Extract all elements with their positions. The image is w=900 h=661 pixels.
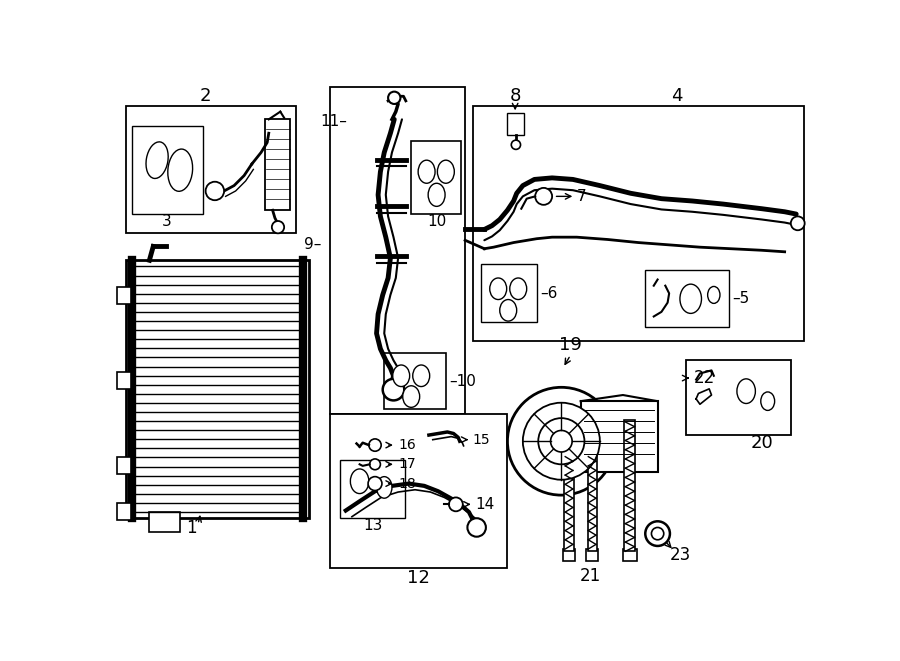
Circle shape bbox=[449, 498, 463, 512]
Bar bbox=[131, 126, 203, 214]
Bar bbox=[481, 264, 536, 322]
Bar bbox=[117, 288, 130, 304]
Circle shape bbox=[369, 439, 382, 451]
Bar bbox=[330, 87, 465, 414]
Bar bbox=[384, 353, 446, 409]
Text: 10: 10 bbox=[427, 214, 446, 229]
Ellipse shape bbox=[418, 160, 435, 183]
Bar bbox=[117, 457, 130, 473]
Circle shape bbox=[370, 459, 381, 470]
Circle shape bbox=[467, 518, 486, 537]
Bar bbox=[126, 260, 309, 518]
Text: 18: 18 bbox=[398, 477, 416, 490]
Bar bbox=[580, 401, 658, 472]
Circle shape bbox=[791, 216, 805, 230]
Bar bbox=[265, 120, 291, 210]
Text: –10: –10 bbox=[450, 373, 477, 389]
Bar bbox=[644, 270, 729, 327]
Ellipse shape bbox=[500, 299, 517, 321]
Bar bbox=[588, 455, 597, 551]
Bar bbox=[126, 106, 296, 233]
Circle shape bbox=[538, 418, 584, 464]
Circle shape bbox=[272, 221, 284, 233]
Bar bbox=[149, 512, 180, 532]
Circle shape bbox=[368, 477, 382, 490]
Ellipse shape bbox=[437, 160, 454, 183]
Ellipse shape bbox=[392, 365, 410, 387]
Bar bbox=[411, 141, 461, 214]
Text: –5: –5 bbox=[733, 292, 750, 306]
Bar bbox=[472, 106, 804, 341]
Circle shape bbox=[508, 387, 616, 495]
Text: 2: 2 bbox=[200, 87, 212, 105]
Ellipse shape bbox=[509, 278, 526, 299]
Circle shape bbox=[388, 92, 400, 104]
Circle shape bbox=[645, 522, 670, 546]
Ellipse shape bbox=[680, 284, 701, 313]
Ellipse shape bbox=[737, 379, 755, 403]
Text: 12: 12 bbox=[408, 569, 430, 587]
Text: 4: 4 bbox=[671, 87, 682, 105]
Bar bbox=[686, 360, 791, 435]
Text: 7: 7 bbox=[577, 189, 587, 204]
Ellipse shape bbox=[760, 392, 775, 410]
Text: 23: 23 bbox=[670, 546, 691, 564]
Circle shape bbox=[205, 182, 224, 200]
Ellipse shape bbox=[402, 386, 419, 407]
Text: 3: 3 bbox=[162, 214, 172, 229]
Text: 11–: 11– bbox=[320, 114, 347, 129]
Ellipse shape bbox=[146, 142, 168, 178]
Circle shape bbox=[652, 527, 664, 540]
Bar bbox=[330, 414, 508, 568]
Bar bbox=[623, 549, 637, 561]
Circle shape bbox=[523, 403, 599, 480]
Text: 8: 8 bbox=[509, 87, 521, 105]
Bar bbox=[564, 455, 573, 551]
Ellipse shape bbox=[167, 149, 193, 191]
Circle shape bbox=[551, 430, 572, 452]
Circle shape bbox=[511, 140, 520, 149]
Text: 21: 21 bbox=[580, 567, 601, 585]
Bar bbox=[339, 461, 405, 518]
Text: 14: 14 bbox=[475, 497, 494, 512]
Ellipse shape bbox=[707, 286, 720, 303]
Ellipse shape bbox=[376, 477, 392, 498]
Text: 20: 20 bbox=[751, 434, 773, 451]
Bar bbox=[625, 420, 635, 551]
Bar bbox=[117, 503, 130, 520]
Text: 13: 13 bbox=[363, 518, 382, 533]
Text: 15: 15 bbox=[472, 433, 490, 447]
Bar bbox=[586, 549, 598, 561]
Bar bbox=[117, 372, 130, 389]
Ellipse shape bbox=[413, 365, 429, 387]
Bar bbox=[562, 549, 575, 561]
Text: –6: –6 bbox=[540, 286, 557, 301]
Text: 16: 16 bbox=[398, 438, 416, 452]
Text: 22: 22 bbox=[694, 369, 715, 387]
Ellipse shape bbox=[350, 469, 369, 494]
Ellipse shape bbox=[490, 278, 507, 299]
Ellipse shape bbox=[428, 183, 446, 206]
Text: 1: 1 bbox=[186, 520, 197, 537]
Circle shape bbox=[382, 379, 404, 401]
Circle shape bbox=[536, 188, 552, 205]
Text: 19: 19 bbox=[559, 336, 582, 354]
Text: 9–: 9– bbox=[303, 237, 321, 253]
Bar bbox=[508, 113, 525, 135]
Text: 17: 17 bbox=[398, 457, 416, 471]
